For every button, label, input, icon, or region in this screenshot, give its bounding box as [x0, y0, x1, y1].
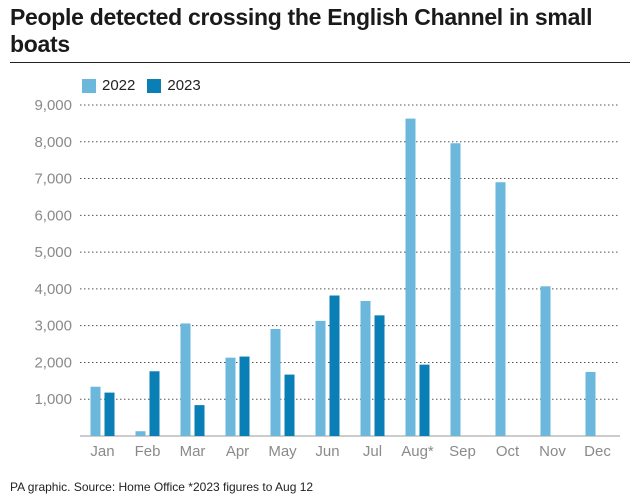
legend-label-2023: 2023 [167, 77, 201, 94]
x-tick-label: Sep [449, 443, 476, 460]
bar-2022-Oct [495, 182, 506, 436]
bar-2023-Apr [239, 356, 250, 436]
y-tick-label: 9,000 [34, 97, 72, 114]
bar-2022-May [270, 328, 281, 436]
bar-2022-Sep [450, 143, 461, 436]
legend-label-2022: 2022 [102, 77, 136, 94]
x-tick-label: Aug* [401, 443, 434, 460]
bar-2023-Feb [149, 371, 160, 436]
legend-item-2022: 2022 [82, 77, 135, 94]
x-tick-label: Dec [584, 443, 611, 460]
legend-swatch-2023 [147, 78, 162, 93]
x-tick-label: May [268, 443, 297, 460]
bar-2022-Dec [585, 372, 596, 436]
bar-2022-Jul [360, 301, 371, 436]
bar-2023-Jan [104, 392, 115, 436]
x-tick-label: Nov [539, 443, 566, 460]
x-tick-label: Mar [180, 443, 206, 460]
bar-2023-May [284, 374, 295, 436]
bar-2023-Jul [374, 315, 385, 436]
bar-2022-Apr [225, 357, 236, 436]
bar-2023-Aug [419, 364, 430, 436]
bar-2022-Feb [135, 431, 146, 436]
bar-2022-Aug [405, 118, 416, 436]
y-tick-label: 3,000 [34, 318, 72, 335]
bar-2023-Mar [194, 405, 205, 436]
x-tick-label: Jun [315, 443, 339, 460]
legend: 2022 2023 [82, 77, 213, 94]
x-tick-label: Jan [90, 443, 114, 460]
chart-title: People detected crossing the English Cha… [10, 4, 593, 57]
bar-2022-Jun [315, 320, 326, 436]
title-divider [10, 62, 630, 63]
bar-2022-Nov [540, 286, 551, 436]
x-tick-label: Apr [226, 443, 249, 460]
y-tick-label: 8,000 [34, 134, 72, 151]
y-tick-label: 1,000 [34, 391, 72, 408]
bar-2022-Jan [90, 386, 101, 436]
x-tick-label: Oct [496, 443, 520, 460]
y-tick-label: 7,000 [34, 171, 72, 188]
bar-2023-Jun [329, 295, 340, 436]
y-tick-label: 5,000 [34, 244, 72, 261]
legend-swatch-2022 [82, 78, 96, 93]
source-note: PA graphic. Source: Home Office *2023 fi… [10, 480, 314, 494]
x-tick-label: Feb [135, 443, 161, 460]
y-tick-label: 4,000 [34, 281, 72, 298]
bar-2022-Mar [180, 323, 191, 436]
x-tick-label: Jul [363, 443, 382, 460]
legend-item-2023: 2023 [147, 77, 201, 94]
y-tick-label: 6,000 [34, 207, 72, 224]
y-tick-label: 2,000 [34, 354, 72, 371]
